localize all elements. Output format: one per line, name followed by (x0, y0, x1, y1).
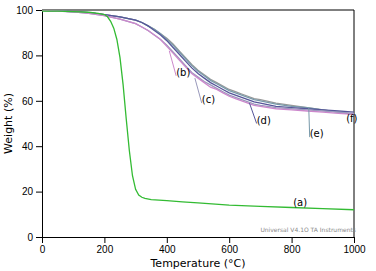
tick-mark (36, 146, 42, 147)
tick-label: 40 (22, 141, 34, 152)
annotation-leader (249, 103, 256, 123)
tick: 0 (27, 232, 42, 243)
tick: 80 (22, 50, 42, 61)
annotation: (a) (293, 197, 307, 208)
annotation: (b) (176, 67, 190, 78)
tick: 800 (284, 237, 301, 255)
watermark: Universal V4.1O TA Instruments (260, 226, 356, 233)
tick: 1000 (343, 237, 366, 255)
tick: 0 (40, 237, 46, 255)
annotations: (a) (b) (c) (d) (e) (f) (169, 51, 357, 208)
tick-label: 100 (16, 5, 33, 16)
tick-mark (36, 55, 42, 56)
tick-mark (36, 101, 42, 102)
tick-label: 0 (27, 232, 33, 243)
tick-mark (104, 237, 105, 243)
tick-label: 200 (97, 244, 114, 255)
line (42, 10, 354, 113)
tick-label: 600 (221, 244, 238, 255)
x-axis: 0 200 400 600 800 1000 (40, 237, 366, 255)
tick-label: 80 (22, 50, 34, 61)
tick: 600 (221, 237, 238, 255)
y-axis: 0 20 40 60 80 100 (16, 5, 42, 243)
tick-label: 20 (22, 186, 34, 197)
tick-mark (36, 192, 42, 193)
line (42, 10, 354, 112)
x-axis-title: Temperature (°C) (150, 257, 246, 270)
lines (42, 10, 354, 209)
tick-label: 1000 (343, 244, 366, 255)
tick-mark (167, 237, 168, 243)
line (42, 10, 354, 114)
annotation: (e) (310, 128, 324, 139)
annotation-leader (195, 78, 202, 103)
tick-mark (354, 237, 355, 243)
tick-mark (36, 10, 42, 11)
axis-line (36, 11, 43, 238)
tick: 100 (16, 5, 42, 16)
tick-label: 0 (40, 244, 46, 255)
annotation: (f) (346, 113, 357, 124)
annotation-leader (169, 51, 176, 76)
tick-label: 60 (22, 96, 34, 107)
tick: 20 (22, 186, 42, 197)
tick: 60 (22, 96, 42, 107)
tick: 40 (22, 141, 42, 152)
line (42, 11, 354, 210)
line (42, 10, 354, 114)
line (42, 10, 354, 114)
plot: 0 200 400 600 800 1000 0 20 40 60 80 100 (a) (b) (c) (d… (16, 5, 366, 255)
y-axis-title: Weight (%) (2, 93, 15, 154)
axis-line (43, 238, 355, 244)
frame (42, 10, 354, 11)
tick-label: 800 (284, 244, 301, 255)
annotation: (d) (257, 115, 271, 126)
tick: 200 (97, 237, 114, 255)
tick-mark (36, 237, 42, 238)
annotation: (c) (202, 94, 215, 105)
chart: 0 200 400 600 800 1000 0 20 40 60 80 100 (a) (b) (c) (d… (0, 0, 376, 271)
tick-label: 400 (159, 244, 176, 255)
tick: 400 (159, 237, 176, 255)
tick-mark (229, 237, 230, 243)
tick-mark (292, 237, 293, 243)
